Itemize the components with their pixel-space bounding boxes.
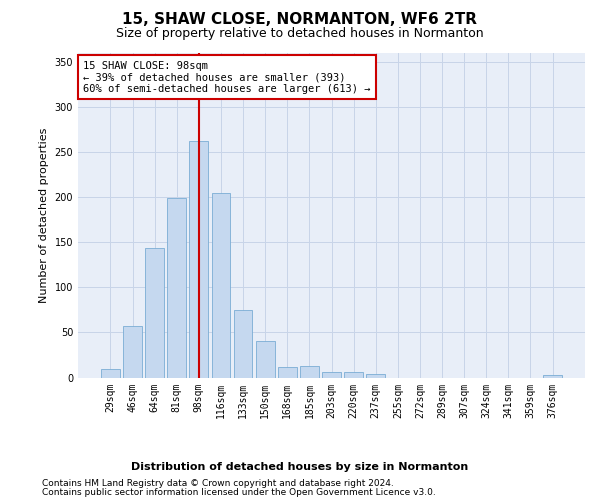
Bar bbox=[278, 366, 296, 378]
Bar bbox=[101, 370, 120, 378]
Bar bbox=[543, 375, 562, 378]
Text: 15 SHAW CLOSE: 98sqm
← 39% of detached houses are smaller (393)
60% of semi-deta: 15 SHAW CLOSE: 98sqm ← 39% of detached h… bbox=[83, 60, 371, 94]
Bar bbox=[145, 248, 164, 378]
Bar bbox=[212, 194, 230, 378]
Bar bbox=[123, 326, 142, 378]
Bar bbox=[322, 372, 341, 378]
Text: Contains public sector information licensed under the Open Government Licence v3: Contains public sector information licen… bbox=[42, 488, 436, 497]
Bar bbox=[256, 342, 275, 378]
Bar bbox=[167, 198, 186, 378]
Bar bbox=[344, 372, 363, 378]
Text: 15, SHAW CLOSE, NORMANTON, WF6 2TR: 15, SHAW CLOSE, NORMANTON, WF6 2TR bbox=[122, 12, 478, 28]
Y-axis label: Number of detached properties: Number of detached properties bbox=[39, 128, 49, 302]
Bar bbox=[190, 141, 208, 378]
Bar bbox=[367, 374, 385, 378]
Text: Size of property relative to detached houses in Normanton: Size of property relative to detached ho… bbox=[116, 28, 484, 40]
Text: Distribution of detached houses by size in Normanton: Distribution of detached houses by size … bbox=[131, 462, 469, 472]
Bar bbox=[300, 366, 319, 378]
Bar bbox=[233, 310, 253, 378]
Text: Contains HM Land Registry data © Crown copyright and database right 2024.: Contains HM Land Registry data © Crown c… bbox=[42, 479, 394, 488]
